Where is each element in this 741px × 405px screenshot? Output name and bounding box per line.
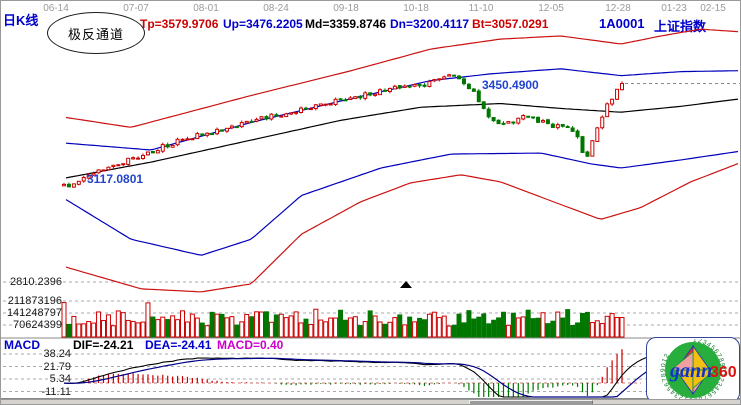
channel-line-Md <box>65 98 739 179</box>
dn-value: Dn=3200.4117 <box>390 17 470 31</box>
x-axis-date-label: 06-14 <box>43 3 69 14</box>
x-axis-date-label: 12-28 <box>605 3 631 14</box>
candlestick-layer <box>62 73 624 188</box>
macd-axis-label-4: -11.11 <box>41 386 71 398</box>
volume-axis-label-2: 141248797 <box>6 307 62 319</box>
tp-value: Tp=3579.9706 <box>140 17 219 31</box>
indicator-name: 极反通道 <box>67 26 124 42</box>
x-axis-date-label: 09-18 <box>333 3 359 14</box>
stock-code[interactable]: 1A0001 <box>599 16 645 31</box>
x-axis-date-label: 02-15 <box>700 3 726 14</box>
up-value: Up=3476.2205 <box>223 17 303 31</box>
x-axis-date-label: 11-10 <box>468 3 494 14</box>
macd-axis-label-2: 21.79 <box>43 361 71 373</box>
annotation-last-price: 3450.4900 <box>482 78 539 92</box>
indicator-ellipse-annotation: 极反通道 <box>47 12 145 54</box>
channel-line-Dn <box>65 150 739 256</box>
black-triangle-marker <box>400 281 412 288</box>
dea-line <box>63 355 736 398</box>
bt-value: Bt=3057.0291 <box>472 17 549 31</box>
md-value: Md=3359.8746 <box>305 17 387 31</box>
dif-line <box>63 351 736 398</box>
dea-value: DEA=-24.41 <box>145 338 212 352</box>
chart-type-label[interactable]: 日K线 <box>3 13 39 28</box>
channel-line-Bt <box>65 163 739 293</box>
volume-bars <box>61 302 625 338</box>
logo-text-gann: gann <box>669 360 712 382</box>
macd-title[interactable]: MACD <box>4 338 40 352</box>
macd-panel <box>63 349 736 398</box>
logo-text-360: 360 <box>710 364 737 381</box>
x-axis-date-label: 01-23 <box>661 3 687 14</box>
macd-axis-label-3: 5.34 <box>49 373 71 385</box>
channel-line-Tp <box>65 28 739 128</box>
macd-value: MACD=0.40 <box>217 338 284 352</box>
x-axis-date-label: 08-01 <box>193 3 219 14</box>
macd-axis-label-1: 38.24 <box>43 348 71 360</box>
horizontal-scrollbar-thumb[interactable] <box>469 400 593 404</box>
dif-value: DIF=-24.21 <box>73 338 134 352</box>
x-axis-date-label: 07-07 <box>123 3 149 14</box>
volume-axis-label-3: 70624399 <box>13 319 62 331</box>
x-axis-date-label: 08-24 <box>263 3 289 14</box>
channel-lines <box>65 28 739 293</box>
price-axis-label: 2810.2396 <box>10 276 62 288</box>
horizontal-scrollbar-track[interactable] <box>1 399 740 404</box>
volume-axis-label-1: 211873196 <box>7 295 62 307</box>
x-axis-date-label: 12-05 <box>538 3 564 14</box>
annotation-start-low: 3117.0801 <box>87 172 144 186</box>
gann360-emblem: 12345678901234567890123456789012 gann 36… <box>660 339 737 401</box>
gann360-logo: 12345678901234567890123456789012 gann 36… <box>646 337 740 403</box>
channel-line-Up <box>65 68 739 151</box>
x-axis-date-label: 10-18 <box>403 3 429 14</box>
